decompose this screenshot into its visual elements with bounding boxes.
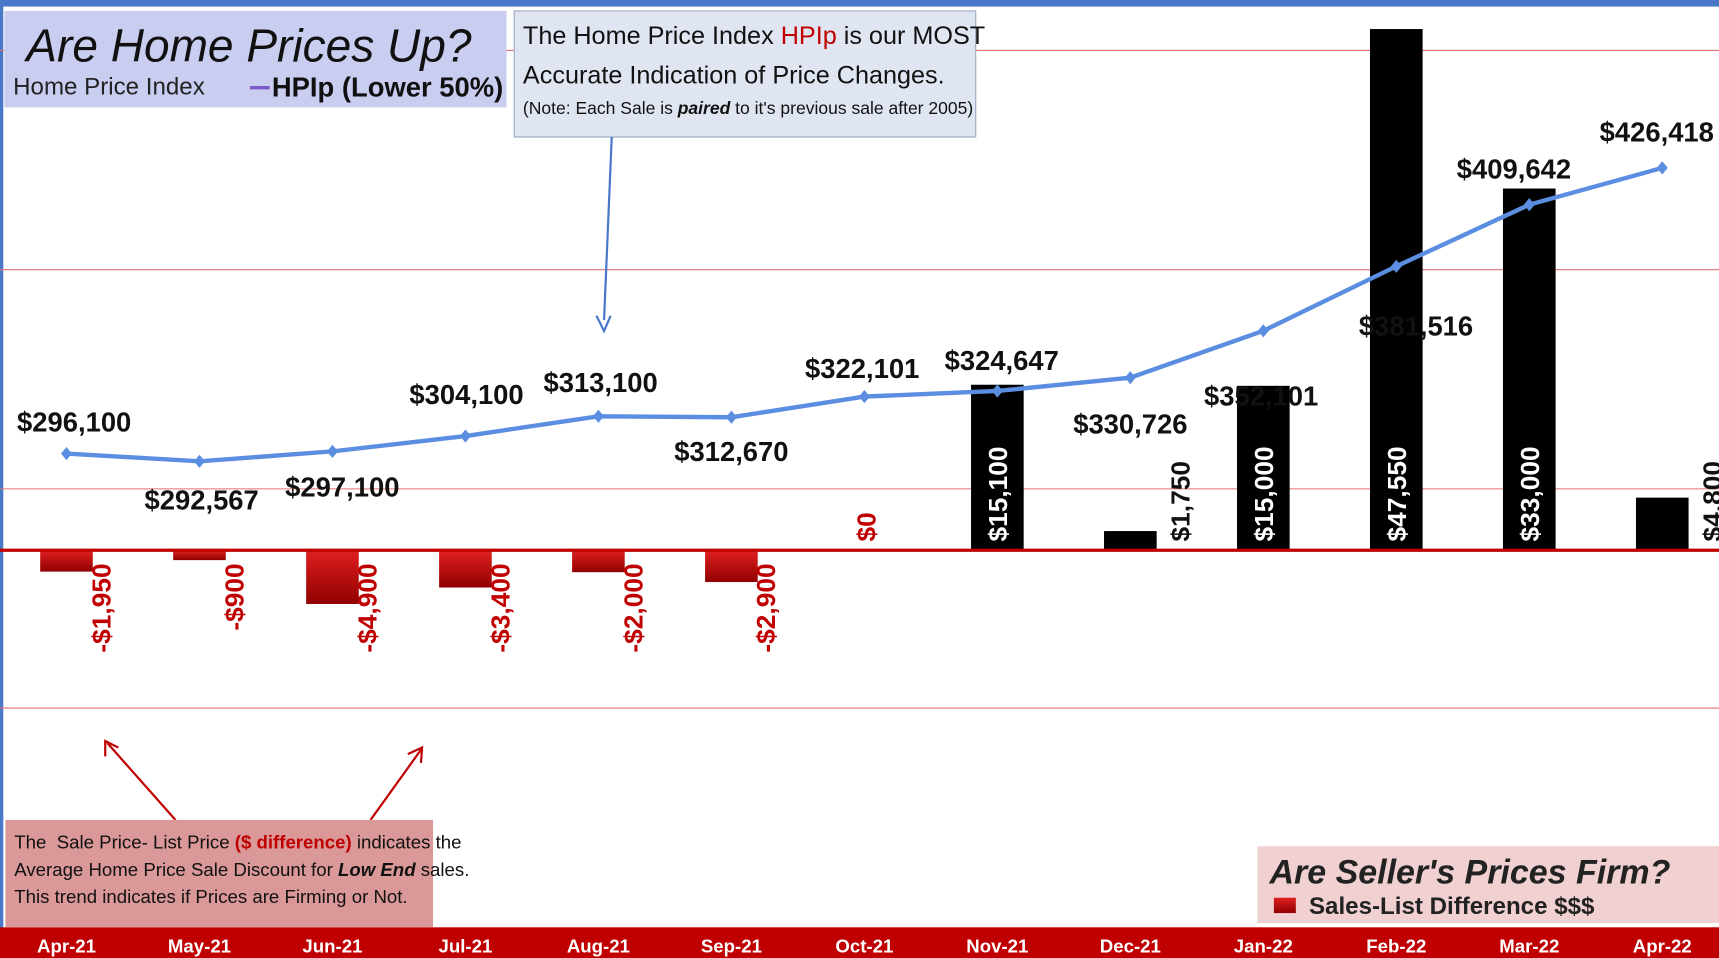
title: Are Home Prices Up? xyxy=(23,19,472,71)
line-marker xyxy=(326,444,338,458)
x-tick-label: Feb-22 xyxy=(1366,936,1426,957)
line-marker xyxy=(1124,371,1136,385)
line-marker xyxy=(592,409,604,423)
bar xyxy=(1635,497,1689,551)
legend-entry: HPIp (Lower 50%) xyxy=(272,71,503,102)
bar-label: -$900 xyxy=(219,563,249,630)
line-marker xyxy=(1257,324,1269,338)
bar-label: -$1,950 xyxy=(86,563,116,652)
bar xyxy=(572,550,625,573)
legend2-box: Are Seller's Prices Firm? Sales-List Dif… xyxy=(1257,846,1719,923)
line-label: $409,642 xyxy=(1457,153,1571,184)
legend2-title: Are Seller's Prices Firm? xyxy=(1269,853,1671,891)
line-label: $324,647 xyxy=(945,345,1059,376)
line-marker xyxy=(193,454,205,468)
bar-label: $15,000 xyxy=(1249,446,1279,541)
line-marker xyxy=(1656,161,1668,175)
x-tick-label: Jun-21 xyxy=(302,936,362,957)
bar-label: -$2,000 xyxy=(618,563,648,652)
x-tick-label: Jan-22 xyxy=(1234,936,1293,957)
line-marker xyxy=(725,410,737,424)
bar-label: $4,800 xyxy=(1697,461,1719,541)
line-label: $313,100 xyxy=(543,367,657,398)
top-border xyxy=(0,0,1719,7)
x-tick-label: Apr-22 xyxy=(1633,936,1692,957)
bar xyxy=(1502,188,1556,551)
bottom-annotation: The Sale Price- List Price ($ difference… xyxy=(5,739,469,928)
annotation-line: The Home Price Index HPIp is our MOST xyxy=(523,22,985,50)
x-tick-label: Nov-21 xyxy=(966,936,1028,957)
x-tick-label: Jul-21 xyxy=(439,936,493,957)
line-label: $381,516 xyxy=(1359,310,1473,341)
bar xyxy=(40,550,93,572)
line-label: $292,567 xyxy=(145,485,259,516)
x-tick-label: Sep-21 xyxy=(701,936,762,957)
note-line: Average Home Price Sale Discount for Low… xyxy=(14,859,469,880)
x-tick-label: Apr-21 xyxy=(37,936,96,957)
bar-label: $1,750 xyxy=(1166,461,1196,541)
left-border xyxy=(0,0,4,958)
line-label: $304,100 xyxy=(409,379,523,410)
line-label: $296,100 xyxy=(17,407,131,438)
bar-label: -$2,900 xyxy=(751,563,781,652)
x-axis-band xyxy=(0,927,1719,958)
x-tick-label: Dec-21 xyxy=(1100,936,1161,957)
bar-label: -$4,900 xyxy=(352,563,382,652)
annotation-line: (Note: Each Sale is paired to it's previ… xyxy=(523,98,973,118)
legend-swatch xyxy=(1273,897,1296,914)
x-tick-label: Oct-21 xyxy=(835,936,893,957)
line-marker xyxy=(858,389,870,404)
line-label: $426,418 xyxy=(1600,117,1714,148)
bar xyxy=(1104,531,1157,551)
bar xyxy=(173,550,226,561)
legend-title: Home Price Index xyxy=(13,73,205,100)
line-label: $297,100 xyxy=(285,471,399,502)
title-box: Are Home Prices Up? Home Price Index HPI… xyxy=(4,10,507,108)
line-marker xyxy=(991,384,1003,398)
x-tick-label: Mar-22 xyxy=(1499,936,1559,957)
line-marker xyxy=(459,429,471,443)
line-label: $322,101 xyxy=(805,353,919,384)
note-line: The Sale Price- List Price ($ difference… xyxy=(14,831,461,852)
note-line: This trend indicates if Prices are Firmi… xyxy=(14,886,407,907)
bar xyxy=(1237,385,1290,551)
line-marker xyxy=(61,446,72,461)
line-label: $312,670 xyxy=(674,436,788,467)
legend-entry: Sales-List Difference $$$ xyxy=(1309,893,1595,920)
line-label: $352,101 xyxy=(1204,380,1318,411)
bar-label: -$3,400 xyxy=(485,563,515,652)
bar-label: $15,100 xyxy=(983,446,1013,541)
bar xyxy=(971,384,1024,551)
x-tick-label: Aug-21 xyxy=(567,936,630,957)
bar-label: $0 xyxy=(851,512,881,541)
bar xyxy=(705,550,758,583)
bar-label: $47,550 xyxy=(1382,446,1412,541)
bar-label: $33,000 xyxy=(1515,446,1545,541)
line-label: $330,726 xyxy=(1073,409,1187,440)
x-tick-label: May-21 xyxy=(168,936,231,957)
bar xyxy=(306,550,359,604)
top-annotation: The Home Price Index HPIp is our MOST Ac… xyxy=(513,10,985,334)
annotation-line: Accurate Indication of Price Changes. xyxy=(523,61,945,89)
bar xyxy=(439,550,492,588)
bar xyxy=(1369,29,1423,551)
